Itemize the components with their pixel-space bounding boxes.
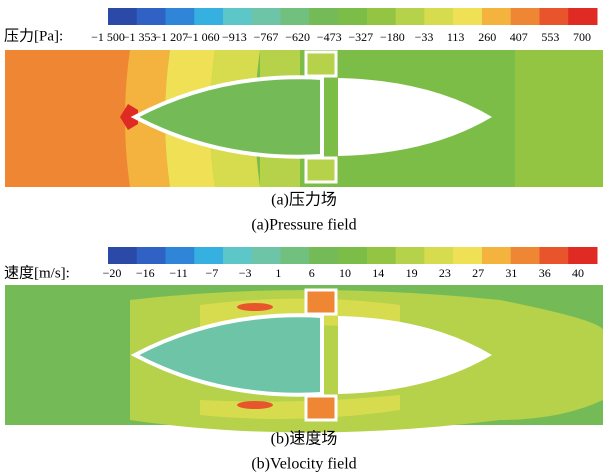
colorbar-tick-label: 1: [275, 266, 281, 280]
colorbar-tick-label: −16: [136, 266, 155, 280]
colorbar-tick-label: −11: [169, 266, 187, 280]
colorbar-tick-label: −7: [205, 266, 218, 280]
colorbar-tick-label: 407: [510, 30, 528, 44]
pressure-field: [5, 50, 603, 187]
caption: (a)压力场: [271, 191, 337, 209]
colorbar-swatch: [510, 247, 540, 264]
caption: (a)Pressure field: [251, 217, 356, 234]
colorbar-swatch: [223, 8, 253, 25]
colorbar-swatch: [280, 247, 310, 264]
colorbar-tick-label: −913: [222, 30, 247, 44]
colorbar-swatch: [280, 8, 310, 25]
colorbar-tick-label: 113: [447, 30, 465, 44]
colorbar-swatch: [338, 247, 368, 264]
velocity-colorbar: −20 −16 −11 −7 −3 1 6 10 14 19 23 27 31 36 40: [103, 247, 598, 280]
colorbar-swatch: [568, 8, 598, 25]
colorbar-tick-label: −473: [317, 30, 342, 44]
colorbar-tick-label: −620: [285, 30, 310, 44]
colorbar-tick-label: 10: [339, 266, 351, 280]
colorbar-swatch: [251, 8, 282, 25]
colorbar-swatch: [165, 8, 195, 25]
colorbar-swatch: [194, 247, 224, 264]
colorbar-tick-label: −1 207: [154, 30, 188, 44]
colorbar-swatch: [424, 8, 454, 25]
colorbar-swatch: [136, 247, 167, 264]
colorbar-tick-label: 19: [406, 266, 418, 280]
colorbar-tick-label: 260: [478, 30, 496, 44]
caption: (b)速度场: [271, 430, 338, 448]
colorbar-swatch: [223, 247, 253, 264]
colorbar-tick-label: 23: [439, 266, 451, 280]
colorbar-swatch: [424, 247, 454, 264]
colorbar-tick-label: 36: [539, 266, 551, 280]
colorbar-swatch: [539, 247, 569, 264]
colorbar-tick-label: −1 500: [91, 30, 125, 44]
colorbar-tick-label: −1 060: [186, 30, 220, 44]
colorbar-swatch: [136, 8, 167, 25]
colorbar-tick-label: −3: [239, 266, 252, 280]
colorbar-swatch: [366, 247, 397, 264]
colorbar-tick-label: 31: [505, 266, 517, 280]
colorbar-swatch: [568, 247, 598, 264]
colorbar-tick-label: 6: [309, 266, 315, 280]
colorbar-tick-label: −1 353: [123, 30, 157, 44]
colorbar-swatch: [395, 8, 425, 25]
colorbar-tick-label: 553: [541, 30, 559, 44]
colorbar-swatch: [539, 8, 569, 25]
colorbar-swatch: [251, 247, 282, 264]
colorbar-tick-label: −20: [103, 266, 122, 280]
colorbar-tick-label: −33: [415, 30, 434, 44]
colorbar-tick-label: −180: [380, 30, 405, 44]
colorbar-swatch: [194, 8, 224, 25]
colorbar-swatch: [108, 247, 138, 264]
colorbar-swatch: [309, 8, 339, 25]
colorbar-swatch: [453, 247, 483, 264]
colorbar-swatch: [366, 8, 397, 25]
velocity-field: [5, 285, 603, 433]
colorbar-swatch: [395, 247, 425, 264]
colorbar-swatch: [309, 247, 339, 264]
pressure-colorbar: −1 500−1 353−1 207−1 060 −913 −767 −620 −473…: [91, 8, 598, 44]
colorbar-label: 速度[m/s]:: [4, 264, 70, 281]
colorbar-swatch: [510, 8, 540, 25]
colorbar-tick-label: 14: [372, 266, 384, 280]
colorbar-tick-label: 27: [472, 266, 484, 280]
colorbar-swatch: [338, 8, 368, 25]
caption: (b)Velocity field: [251, 456, 356, 473]
colorbar-swatch: [481, 8, 512, 25]
colorbar-tick-label: −767: [254, 30, 279, 44]
colorbar-swatch: [481, 247, 512, 264]
colorbar-tick-label: 40: [572, 266, 584, 280]
colorbar-swatch: [108, 8, 138, 25]
colorbar-tick-label: −327: [348, 30, 373, 44]
colorbar-label: 压力[Pa]:: [4, 27, 63, 44]
colorbar-swatch: [165, 247, 195, 264]
colorbar-swatch: [453, 8, 483, 25]
colorbar-tick-label: 700: [573, 30, 591, 44]
